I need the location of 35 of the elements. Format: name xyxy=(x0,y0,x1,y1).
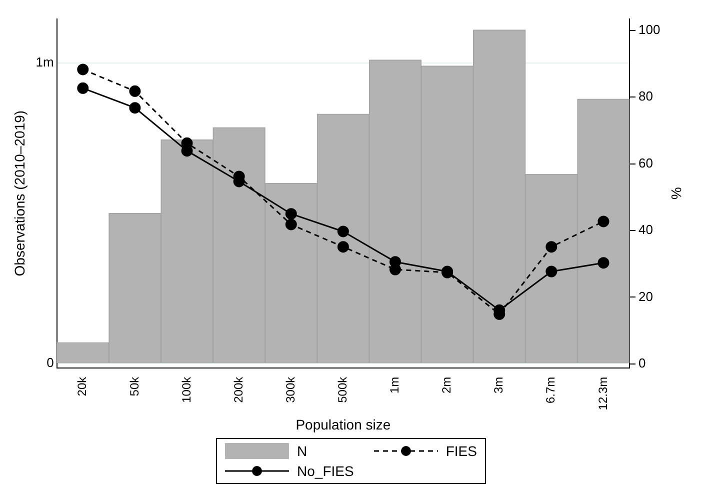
x-tick-label: 12.3m xyxy=(596,376,610,410)
point xyxy=(546,266,558,278)
point xyxy=(77,82,89,94)
point xyxy=(337,241,349,253)
y2-axis-title: % xyxy=(668,187,685,200)
y-axis-title: Observations (2010–2019) xyxy=(11,110,28,276)
y2-tick-label: 80 xyxy=(638,88,653,104)
y2-tick-label: 100 xyxy=(638,22,660,38)
x-tick-label: 200k xyxy=(231,376,246,403)
y2-tick-label: 20 xyxy=(638,288,653,304)
x-tick-label: 3m xyxy=(492,376,506,394)
x-tick-label: 50k xyxy=(127,376,142,396)
legend-label: FIES xyxy=(446,443,477,459)
point xyxy=(598,216,610,228)
y2-tick-label: 0 xyxy=(638,355,646,370)
y2-tick-label: 40 xyxy=(638,222,653,238)
x-tick-label: 300k xyxy=(283,376,298,403)
legend-label: N xyxy=(297,443,308,459)
y2-tick-label: 60 xyxy=(638,155,653,170)
point xyxy=(598,257,610,269)
x-tick-label: 100k xyxy=(179,376,194,403)
point xyxy=(337,226,349,238)
x-tick-label: 6.7m xyxy=(544,376,558,404)
x-tick-label: 1m xyxy=(388,376,402,394)
x-tick-label: 500k xyxy=(335,376,350,403)
x-axis-title: Population size xyxy=(296,416,391,432)
point xyxy=(285,208,297,220)
point xyxy=(285,218,297,230)
legend-label: No_FIES xyxy=(297,463,354,479)
point xyxy=(77,64,89,76)
point xyxy=(129,85,141,97)
x-tick-label: 2m xyxy=(440,376,454,394)
point xyxy=(546,241,558,253)
point xyxy=(129,102,141,114)
x-tick-label: 20k xyxy=(75,376,90,396)
